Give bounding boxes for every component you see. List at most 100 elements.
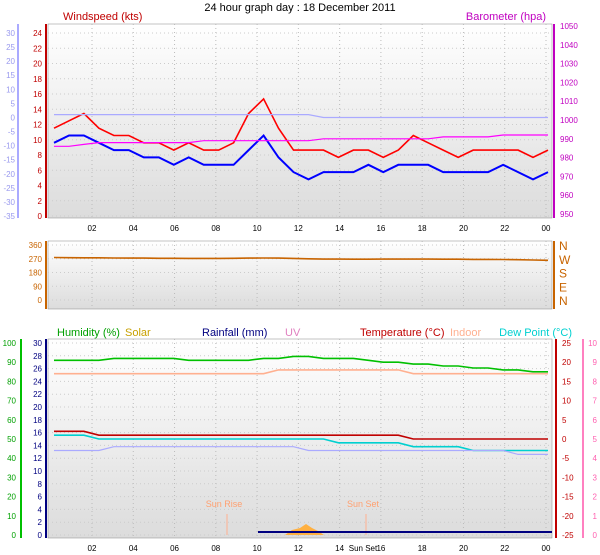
humidity-tick-label: 40 [7, 454, 16, 463]
legend-rainfall: Rainfall (mm) [202, 327, 267, 339]
x-tick-label: 00 [542, 224, 551, 233]
x-tick-label: 04 [129, 544, 138, 553]
rainfall-tick-label: 6 [38, 493, 43, 502]
direction-series [53, 256, 549, 262]
humidity-series [54, 355, 548, 455]
barometer-tick-label: 1040 [560, 41, 578, 50]
windspeed-tick-label: 22 [33, 44, 42, 53]
barometer-tick-label: 1020 [560, 78, 578, 87]
barometer-tick-label: 1010 [560, 97, 578, 106]
sunrise-label: Sun Rise [206, 499, 243, 509]
series-avg [53, 133, 549, 181]
rainfall-tick-label: 8 [38, 480, 43, 489]
x-tick-label: 14 [335, 224, 344, 233]
legend-temperature: Temperature (°C) [360, 327, 444, 339]
x-tick-label: 10 [253, 544, 262, 553]
humidity-tick-label: 10 [7, 512, 16, 521]
x-tick-label: 16 [376, 224, 385, 233]
temperature-tick-label: 20 [6, 57, 15, 66]
uv-tick-label: 5 [593, 435, 598, 444]
wind-panel [47, 23, 553, 219]
humidity-grid [48, 339, 552, 538]
rainfall-tick-label: 12 [33, 454, 42, 463]
barometer-tick-label: 980 [560, 154, 574, 163]
uv-tick-label: 4 [593, 454, 598, 463]
humidity-tick-label: 30 [7, 473, 16, 482]
temperature-tick-label: -10 [3, 142, 15, 151]
x-tick-label: 12 [294, 224, 303, 233]
direction-grid [48, 241, 552, 309]
x-tick-label: 02 [88, 224, 97, 233]
temperature-right-tick-label: -10 [562, 473, 574, 482]
humidity-tick-label: 80 [7, 377, 16, 386]
barometer-tick-label: 1000 [560, 116, 578, 125]
windspeed-tick-label: 2 [38, 197, 43, 206]
windspeed-tick-label: 24 [33, 29, 42, 38]
temperature-right-tick-label: 15 [562, 377, 571, 386]
rainfall-tick-label: 10 [33, 467, 42, 476]
barometer-tick-label: 970 [560, 172, 574, 181]
temperature-tick-label: 15 [6, 71, 15, 80]
barometer-tick-label: 1050 [560, 22, 578, 31]
uv-tick-label: 7 [593, 397, 598, 406]
rainfall-tick-label: 24 [33, 377, 42, 386]
temperature-ticks: -35 -30 -25 -20 -15 -10 -5 0 5 10 15 20 25 30 [3, 29, 15, 221]
x-tick-label: 04 [129, 224, 138, 233]
humidity-tick-label: 60 [7, 416, 16, 425]
rainfall-tick-label: 16 [33, 429, 42, 438]
legend-solar: Solar [125, 327, 151, 339]
temperature-right-tick-label: -25 [562, 531, 574, 540]
uv-tick-label: 2 [593, 493, 598, 502]
x-tick-label: 08 [211, 544, 220, 553]
series-dewpoint [54, 434, 548, 452]
uv-tick-label: 10 [588, 339, 597, 348]
wind-x-ticks: 02 04 06 08 10 12 14 16 18 20 22 00 [88, 224, 551, 233]
series-humidity [54, 355, 548, 373]
legend-dewpoint: Dew Point (°C) [499, 327, 572, 339]
temperature-right-tick-label: 20 [562, 358, 571, 367]
windspeed-tick-label: 14 [33, 105, 42, 114]
direction-tick-label: 0 [38, 296, 43, 305]
sunset-axis-label: Sun Set [349, 544, 378, 553]
humidity-tick-label: 90 [7, 358, 16, 367]
temperature-tick-label: 10 [6, 85, 15, 94]
series-direction [53, 256, 549, 262]
temperature-tick-label: -20 [3, 170, 15, 179]
direction-panel [47, 240, 553, 310]
barometer-tick-label: 950 [560, 210, 574, 219]
compass-label: N [559, 294, 568, 308]
humidity-tick-label: 70 [7, 397, 16, 406]
humidity-x-ticks: 02 04 06 08 10 12 14 16 18 20 22 00 Sun Set [88, 544, 551, 553]
barometer-tick-label: 1030 [560, 60, 578, 69]
direction-tick-label: 270 [29, 255, 43, 264]
rainfall-tick-label: 20 [33, 403, 42, 412]
temperature-right-tick-label: 25 [562, 339, 571, 348]
sunset-label: Sun Set [347, 499, 380, 509]
temperature-tick-label: -25 [3, 184, 15, 193]
humidity-tick-label: 0 [12, 531, 17, 540]
temperature-tick-label: 0 [11, 113, 16, 122]
windspeed-tick-label: 0 [38, 212, 43, 221]
compass-label: W [559, 253, 571, 267]
uv-tick-label: 9 [593, 358, 598, 367]
temperature-right-tick-label: 5 [562, 416, 567, 425]
rainfall-tick-label: 28 [33, 352, 42, 361]
series-baro [54, 134, 548, 147]
barometer-axis-label: Barometer (hpa) [466, 11, 546, 23]
uv-tick-label: 1 [593, 512, 598, 521]
barometer-tick-label: 990 [560, 135, 574, 144]
windspeed-tick-label: 4 [38, 182, 43, 191]
windspeed-axis-label: Windspeed (kts) [63, 11, 142, 23]
compass-label: N [559, 239, 568, 253]
rainfall-tick-label: 2 [38, 518, 43, 527]
temperature-tick-label: -5 [8, 128, 16, 137]
chart-title: 24 hour graph day : 18 December 2011 [204, 2, 395, 14]
direction-tick-label: 90 [33, 282, 42, 291]
temperature-tick-label: 25 [6, 43, 15, 52]
x-tick-label: 12 [294, 544, 303, 553]
temperature-right-tick-label: 0 [562, 435, 567, 444]
